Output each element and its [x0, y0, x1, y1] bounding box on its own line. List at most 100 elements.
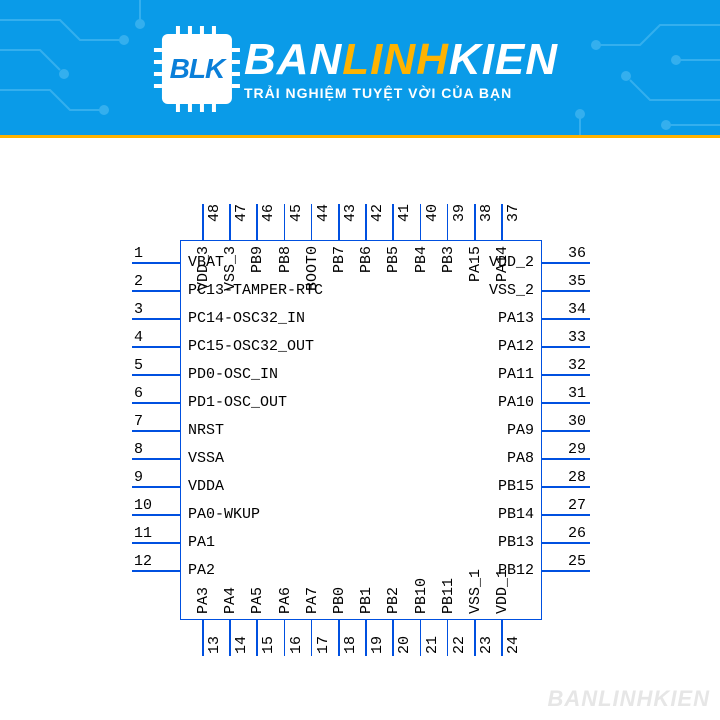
- pin-lead: [202, 204, 204, 240]
- pin-label: PA11: [498, 366, 534, 383]
- pin-lead: [542, 374, 590, 376]
- pin-lead: [132, 262, 180, 264]
- pin-label: PB10: [413, 578, 430, 614]
- pin-label: PA14: [494, 246, 511, 282]
- pin-label: BOOT0: [304, 246, 321, 291]
- pin-label: PC14-OSC32_IN: [188, 310, 305, 327]
- pin-number: 40: [424, 204, 441, 222]
- pin-number: 17: [315, 636, 332, 654]
- pin-number: 22: [451, 636, 468, 654]
- pin-lead: [311, 620, 313, 656]
- pin-label: NRST: [188, 422, 224, 439]
- pin-number: 30: [568, 413, 586, 430]
- pin-label: PA1: [188, 534, 215, 551]
- pin-label: PB0: [331, 587, 348, 614]
- pin-number: 46: [260, 204, 277, 222]
- pin-number: 20: [396, 636, 413, 654]
- pin-number: 9: [134, 469, 143, 486]
- pin-lead: [132, 430, 180, 432]
- pin-lead: [392, 204, 394, 240]
- pin-label: VDD_1: [494, 569, 511, 614]
- pin-lead: [284, 620, 286, 656]
- pin-number: 37: [505, 204, 522, 222]
- pin-label: VSSA: [188, 450, 224, 467]
- pin-lead: [132, 318, 180, 320]
- pin-lead: [132, 374, 180, 376]
- pin-lead: [132, 514, 180, 516]
- brand-text: BANLINHKIEN TRẢI NGHIỆM TUYỆT VỜI CỦA BẠ…: [244, 38, 558, 100]
- pin-number: 18: [342, 636, 359, 654]
- pin-lead: [284, 204, 286, 240]
- pin-number: 25: [568, 553, 586, 570]
- pin-lead: [256, 620, 258, 656]
- pin-number: 39: [451, 204, 468, 222]
- pin-lead: [542, 290, 590, 292]
- pin-lead: [542, 542, 590, 544]
- pin-lead: [542, 346, 590, 348]
- pin-number: 34: [568, 301, 586, 318]
- pin-label: PA3: [195, 587, 212, 614]
- pin-lead: [542, 570, 590, 572]
- pin-label: PB5: [385, 246, 402, 273]
- pin-number: 15: [260, 636, 277, 654]
- pin-label: PD1-OSC_OUT: [188, 394, 287, 411]
- brand-tagline: TRẢI NGHIỆM TUYỆT VỜI CỦA BẠN: [244, 86, 558, 100]
- pin-number: 28: [568, 469, 586, 486]
- pin-number: 43: [342, 204, 359, 222]
- pin-label: VSS_1: [467, 569, 484, 614]
- pin-label: VSS_3: [222, 246, 239, 291]
- pin-number: 23: [478, 636, 495, 654]
- pin-lead: [311, 204, 313, 240]
- header-divider: [0, 135, 720, 138]
- pin-number: 38: [478, 204, 495, 222]
- pin-label: PB2: [385, 587, 402, 614]
- pin-label: PB13: [498, 534, 534, 551]
- pin-lead: [542, 486, 590, 488]
- pin-number: 2: [134, 273, 143, 290]
- pin-lead: [420, 620, 422, 656]
- pin-lead: [447, 620, 449, 656]
- pin-label: PB14: [498, 506, 534, 523]
- pin-number: 31: [568, 385, 586, 402]
- pin-lead: [501, 620, 503, 656]
- pin-lead: [392, 620, 394, 656]
- logo-text: BLK: [170, 53, 225, 85]
- pin-number: 4: [134, 329, 143, 346]
- pin-label: PA12: [498, 338, 534, 355]
- pin-number: 13: [206, 636, 223, 654]
- pin-label: PA2: [188, 562, 215, 579]
- pin-number: 42: [369, 204, 386, 222]
- pin-number: 21: [424, 636, 441, 654]
- pin-lead: [542, 402, 590, 404]
- pin-label: PA15: [467, 246, 484, 282]
- brand-header: BLK BANLINHKIEN TRẢI NGHIỆM TUYỆT VỜI CỦ…: [0, 0, 720, 138]
- content-area: 1VBAT2PC13-TAMPER-RTC3PC14-OSC32_IN4PC15…: [0, 138, 720, 720]
- pin-number: 29: [568, 441, 586, 458]
- pin-number: 1: [134, 245, 143, 262]
- pin-label: PB7: [331, 246, 348, 273]
- pin-number: 6: [134, 385, 143, 402]
- pin-lead: [132, 570, 180, 572]
- pin-lead: [338, 204, 340, 240]
- pin-lead: [256, 204, 258, 240]
- pin-label: PB1: [358, 587, 375, 614]
- pin-number: 33: [568, 329, 586, 346]
- pin-number: 36: [568, 245, 586, 262]
- pin-label: PB11: [440, 578, 457, 614]
- pin-label: PB3: [440, 246, 457, 273]
- brand-name: BANLINHKIEN: [244, 38, 558, 82]
- pinout-diagram: 1VBAT2PC13-TAMPER-RTC3PC14-OSC32_IN4PC15…: [72, 160, 648, 700]
- pin-lead: [132, 486, 180, 488]
- chip-logo: BLK: [162, 34, 232, 104]
- pin-number: 32: [568, 357, 586, 374]
- pin-label: PB15: [498, 478, 534, 495]
- pin-label: PB8: [277, 246, 294, 273]
- pin-lead: [542, 430, 590, 432]
- pin-lead: [542, 514, 590, 516]
- pin-number: 27: [568, 497, 586, 514]
- pin-label: PC15-OSC32_OUT: [188, 338, 314, 355]
- pin-lead: [474, 204, 476, 240]
- pin-label: PA7: [304, 587, 321, 614]
- pin-lead: [501, 204, 503, 240]
- pin-lead: [542, 262, 590, 264]
